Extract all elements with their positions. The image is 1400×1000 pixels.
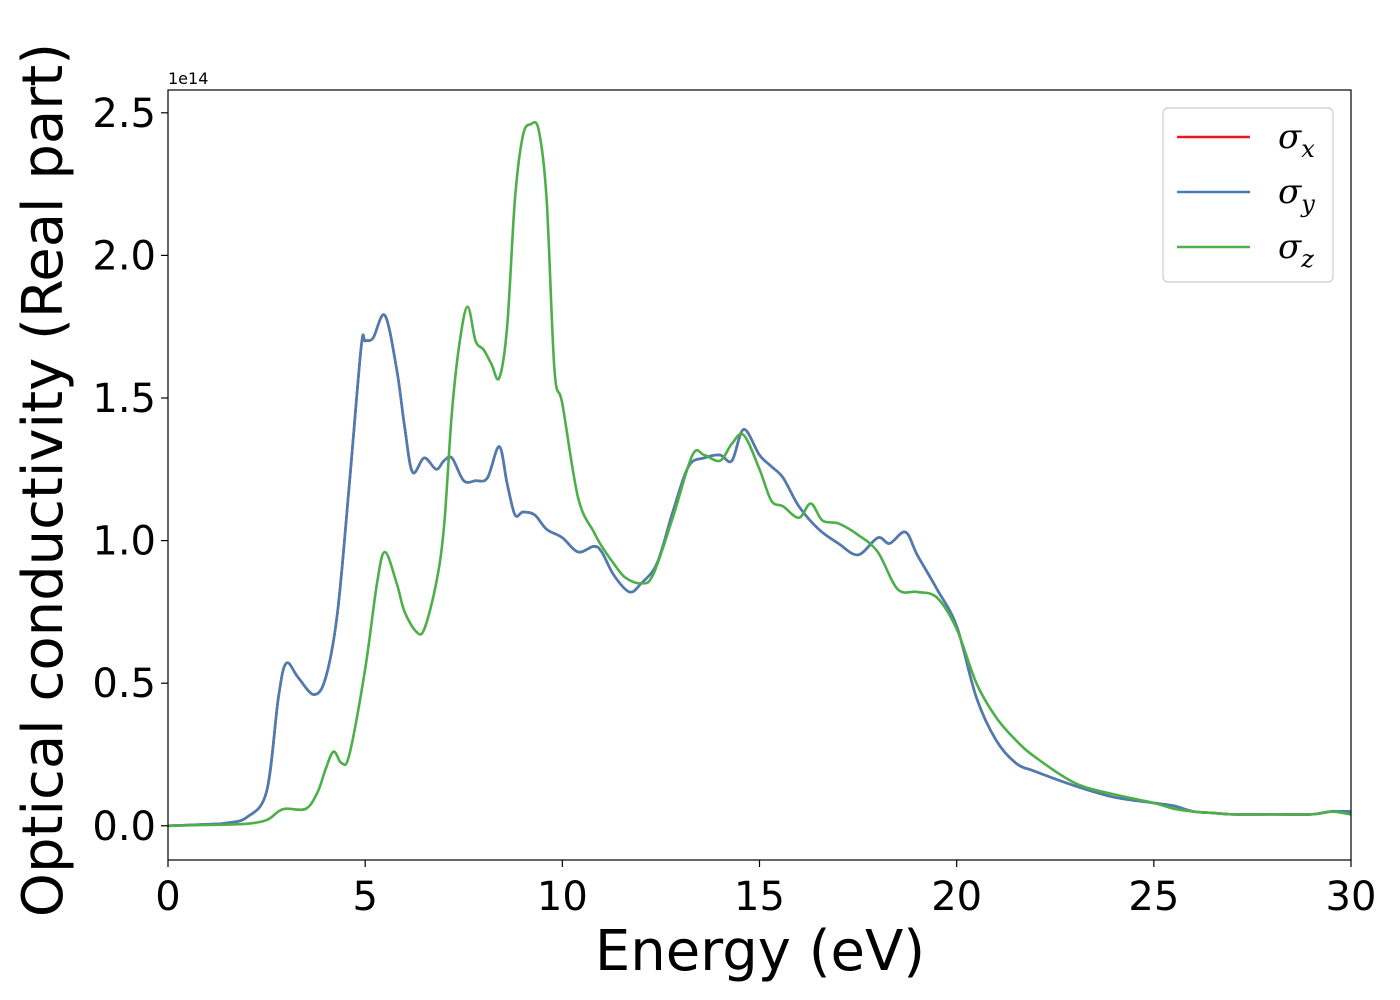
x-tick-label: 0 — [155, 874, 180, 920]
y-tick-label: 0.5 — [92, 661, 156, 707]
y-tick-label: 2.5 — [92, 91, 156, 137]
y-offset-label: 1e14 — [168, 69, 208, 88]
x-tick-label: 25 — [1128, 874, 1179, 920]
x-tick-label: 10 — [537, 874, 588, 920]
x-tick-label: 15 — [734, 874, 785, 920]
y-axis-title: Optical conductivity (Real part) — [11, 43, 76, 917]
series-line-z — [167, 120, 1352, 828]
legend-label-x: σx — [1278, 117, 1315, 163]
x-tick-label: 30 — [1326, 874, 1377, 920]
x-tick-label: 20 — [931, 874, 982, 920]
y-tick-label: 1.5 — [92, 376, 156, 422]
y-tick-label: 1.0 — [92, 519, 156, 565]
series-layer — [167, 120, 1352, 828]
legend-label-y: σy — [1278, 172, 1315, 218]
legend: σx σy σz — [1162, 107, 1334, 283]
x-tick-label: 5 — [352, 874, 377, 920]
legend-label-z: σz — [1278, 227, 1314, 273]
legend-frame — [1162, 107, 1334, 283]
plot-area-background — [168, 90, 1351, 860]
x-ticks: 0 5 10 15 20 25 30 — [155, 860, 1376, 920]
y-tick-label: 2.0 — [92, 233, 156, 279]
y-tick-label: 0.0 — [92, 804, 156, 850]
x-axis-title: Energy (eV) — [595, 919, 925, 984]
series-line-y — [167, 313, 1352, 828]
y-ticks: 0.0 0.5 1.0 1.5 2.0 2.5 — [92, 91, 168, 850]
